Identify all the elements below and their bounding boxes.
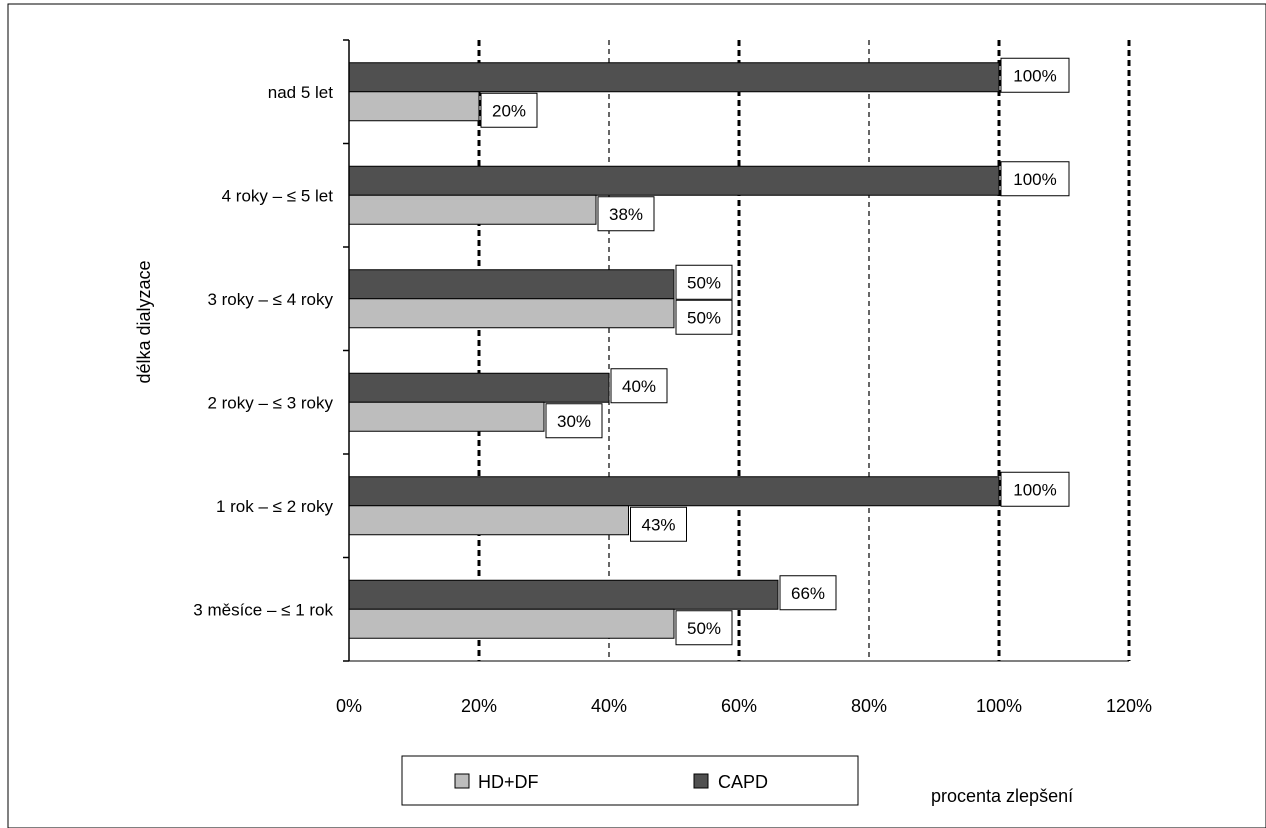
bar-hd-df-1	[348, 194, 597, 225]
data-label-box-capd-1	[1000, 161, 1070, 197]
x-tick-label-40: 40%	[591, 696, 627, 716]
bar-capd-1	[348, 165, 1000, 196]
data-label-capd-5: 66%	[791, 584, 825, 603]
x-axis-label: procenta zlepšení	[931, 786, 1073, 806]
data-label-box-hd-df-0	[480, 92, 538, 128]
bar-capd-0	[348, 62, 1000, 93]
bar-hd-df-2	[348, 298, 675, 329]
data-label-box-capd-5	[779, 575, 837, 611]
data-label-box-hd-df-3	[545, 403, 603, 439]
data-label-capd-4: 100%	[1013, 480, 1056, 499]
data-label-hd-df-3: 30%	[557, 412, 591, 431]
x-tick-label-100: 100%	[976, 696, 1022, 716]
bar-capd-5	[348, 579, 779, 610]
y-tick-label-0: nad 5 let	[268, 83, 333, 102]
data-label-box-capd-0	[1000, 57, 1070, 93]
y-tick-label-2: 3 roky – ≤ 4 roky	[207, 290, 333, 309]
x-tick-label-120: 120%	[1106, 696, 1152, 716]
data-label-box-capd-3	[610, 368, 668, 404]
legend-label-capd: CAPD	[718, 772, 768, 792]
y-tick-label-1: 4 roky – ≤ 5 let	[222, 186, 334, 205]
data-label-box-capd-2	[675, 264, 733, 300]
y-tick-label-4: 1 rok – ≤ 2 roky	[216, 497, 334, 516]
bar-capd-4	[348, 476, 1000, 507]
data-label-capd-2: 50%	[687, 273, 721, 292]
y-tick-label-3: 2 roky – ≤ 3 roky	[207, 393, 333, 412]
chart-frame	[7, 3, 1266, 828]
x-tick-label-80: 80%	[851, 696, 887, 716]
data-label-hd-df-0: 20%	[492, 101, 526, 120]
bar-capd-3	[348, 372, 610, 403]
legend-label-hd-df: HD+DF	[478, 772, 539, 792]
bar-hd-df-4	[348, 505, 629, 536]
data-label-hd-df-4: 43%	[641, 515, 675, 534]
data-label-box-hd-df-4	[630, 506, 687, 542]
x-tick-label-20: 20%	[461, 696, 497, 716]
bar-hd-df-3	[348, 401, 545, 432]
data-label-box-hd-df-1	[597, 196, 655, 232]
bar-hd-df-0	[348, 91, 480, 122]
axes: nad 5 let 4 roky – ≤ 5 let 3 roky – ≤ 4 ro…	[193, 39, 1152, 716]
x-tick-label-60: 60%	[721, 696, 757, 716]
data-label-hd-df-5: 50%	[687, 619, 721, 638]
legend: HD+DF CAPD	[401, 755, 859, 806]
bar-capd-2	[348, 269, 675, 300]
legend-swatch-capd	[693, 773, 709, 789]
data-label-box-hd-df-5	[675, 610, 733, 646]
legend-swatch-hd-df	[454, 773, 470, 789]
x-tick-label-0: 0%	[336, 696, 362, 716]
data-label-box-hd-df-2	[675, 299, 733, 335]
data-label-box-capd-4	[1000, 471, 1070, 507]
data-label-capd-3: 40%	[622, 377, 656, 396]
data-label-hd-df-2: 50%	[687, 308, 721, 327]
grid-lines	[477, 40, 1131, 661]
y-tick-label-5: 3 měsíce – ≤ 1 rok	[193, 600, 333, 619]
y-axis-label: délka dialyzace	[134, 260, 154, 383]
data-label-capd-1: 100%	[1013, 170, 1056, 189]
bar-hd-df-5	[348, 608, 675, 639]
data-label-hd-df-1: 38%	[609, 205, 643, 224]
legend-frame	[401, 755, 859, 806]
data-labels: 100% 20% 100% 38% 50% 50% 40% 30% 100% 43% 66% 50%	[480, 57, 1070, 646]
bars	[348, 62, 1000, 639]
data-label-capd-0: 100%	[1013, 66, 1056, 85]
